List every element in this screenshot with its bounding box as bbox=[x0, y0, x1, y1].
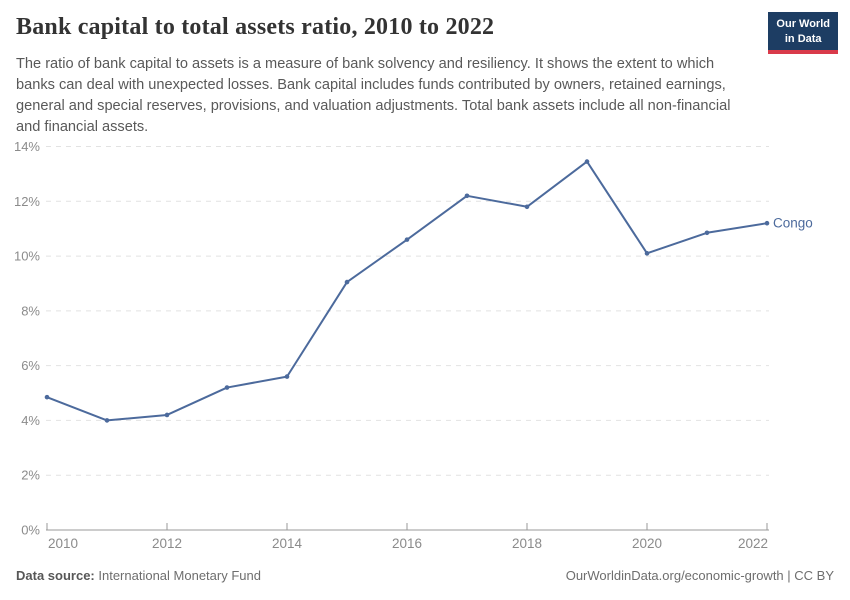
owid-logo-line2: in Data bbox=[784, 32, 822, 45]
x-axis-tick-label: 2010 bbox=[48, 536, 78, 551]
data-point[interactable] bbox=[464, 193, 470, 199]
owid-logo[interactable]: Our World in Data bbox=[768, 12, 838, 55]
y-axis-tick-label: 14% bbox=[14, 139, 40, 154]
x-axis-tick-label: 2014 bbox=[272, 536, 303, 551]
x-axis-tick-label: 2016 bbox=[392, 536, 422, 551]
owid-logo-line1: Our World bbox=[776, 18, 830, 30]
series-label[interactable]: Congo bbox=[773, 216, 813, 231]
data-point[interactable] bbox=[704, 230, 710, 236]
y-axis-tick-label: 4% bbox=[21, 413, 40, 428]
chart-footer: Data source: International Monetary Fund… bbox=[16, 568, 834, 583]
data-point[interactable] bbox=[164, 412, 170, 418]
data-point[interactable] bbox=[644, 251, 650, 256]
x-axis-tick-label: 2022 bbox=[738, 536, 768, 551]
data-line[interactable] bbox=[46, 160, 768, 422]
y-axis-tick-label: 2% bbox=[21, 468, 40, 483]
x-axis-tick-label: 2012 bbox=[152, 536, 182, 551]
data-source-label: Data source: bbox=[16, 568, 95, 583]
x-axis-tick-label: 2018 bbox=[512, 536, 542, 551]
data-point[interactable] bbox=[584, 159, 590, 164]
y-axis-tick-label: 10% bbox=[14, 249, 40, 264]
attribution-link[interactable]: OurWorldinData.org/economic-growth | CC … bbox=[565, 568, 834, 583]
y-axis-tick-label: 0% bbox=[21, 523, 40, 538]
data-point[interactable] bbox=[104, 418, 110, 423]
y-axis-tick-label: 8% bbox=[21, 303, 40, 318]
data-source-value: International Monetary Fund bbox=[98, 568, 261, 583]
data-point[interactable] bbox=[44, 394, 50, 400]
y-axis-tick-label: 6% bbox=[21, 358, 40, 373]
data-point[interactable] bbox=[344, 279, 350, 285]
data-source: Data source: International Monetary Fund bbox=[16, 568, 261, 583]
y-axis-tick-label: 12% bbox=[14, 194, 40, 209]
data-point[interactable] bbox=[284, 374, 290, 379]
data-point[interactable] bbox=[764, 220, 770, 226]
data-point[interactable] bbox=[524, 204, 530, 210]
chart-title: Bank capital to total assets ratio, 2010… bbox=[16, 14, 495, 40]
x-axis-tick-label: 2020 bbox=[632, 536, 662, 551]
chart-subtitle: The ratio of bank capital to assets is a… bbox=[16, 56, 731, 135]
data-point[interactable] bbox=[404, 237, 410, 242]
data-point[interactable] bbox=[224, 385, 230, 390]
